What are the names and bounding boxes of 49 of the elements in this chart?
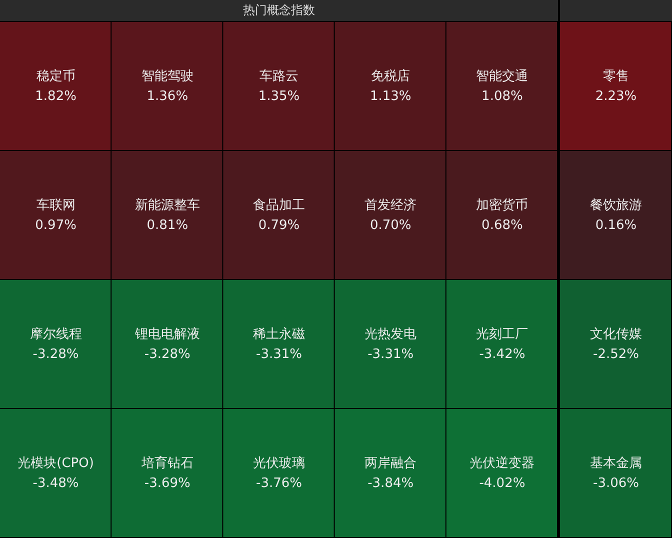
category-label: 智能驾驶 <box>141 68 194 84</box>
data-label: 0.68% <box>482 218 523 233</box>
data-label: -3.48% <box>32 476 79 491</box>
data-label: 1.35% <box>258 88 300 104</box>
category-label: 食品加工 <box>253 198 305 213</box>
data-label: 0.70% <box>370 218 412 233</box>
category-label: 两岸融合 <box>364 456 417 471</box>
data-label: 1.82% <box>35 88 76 104</box>
category-label: 光刻工厂 <box>476 326 528 342</box>
category-label: 餐饮旅游 <box>590 198 642 213</box>
data-label: 1.13% <box>370 88 412 104</box>
data-label: -3.42% <box>479 346 526 362</box>
category-label: 新能源整车 <box>134 198 200 213</box>
category-label: 基本金属 <box>590 456 642 471</box>
category-label: 车联网 <box>36 198 76 213</box>
data-label: -3.84% <box>368 476 414 491</box>
category-label: 首发经济 <box>364 198 417 213</box>
data-label: -3.28% <box>32 346 79 362</box>
data-label: -3.31% <box>256 346 302 362</box>
data-label: -3.28% <box>144 346 190 362</box>
data-label: 0.97% <box>35 218 76 233</box>
data-label: -3.06% <box>593 476 639 491</box>
data-label: -3.31% <box>368 346 414 362</box>
category-label: 光伏逆变器 <box>470 456 535 471</box>
data-label: 0.79% <box>258 218 300 233</box>
data-label: -4.02% <box>479 476 526 491</box>
category-label: 加密货币 <box>476 198 528 213</box>
category-label: 光模块(CPO) <box>18 456 94 471</box>
category-label: 光热发电 <box>364 326 417 342</box>
category-label: 文化传媒 <box>590 326 642 342</box>
data-label: 1.36% <box>146 88 188 104</box>
data-label: -2.52% <box>593 346 639 362</box>
category-label: 智能交通 <box>476 68 528 84</box>
category-label: 零售 <box>603 68 629 84</box>
data-label: -3.76% <box>256 476 302 491</box>
data-label: -3.69% <box>144 476 190 491</box>
category-label: 锂电电解液 <box>134 326 200 342</box>
data-label: 0.16% <box>595 218 637 233</box>
data-label: 0.81% <box>146 218 188 233</box>
category-label: 摩尔线程 <box>30 326 82 342</box>
category-label: 稳定币 <box>36 68 76 84</box>
category-label: 培育钻石 <box>140 454 194 471</box>
category-label: 光伏玻璃 <box>253 456 305 471</box>
data-label: 1.08% <box>482 88 523 104</box>
text: 热门概念指数 <box>0 0 558 21</box>
category-label: 车路云 <box>260 68 298 84</box>
category-label: 免税店 <box>371 68 410 84</box>
data-label: 2.23% <box>595 88 637 104</box>
category-label: 稀土永磁 <box>253 326 305 342</box>
